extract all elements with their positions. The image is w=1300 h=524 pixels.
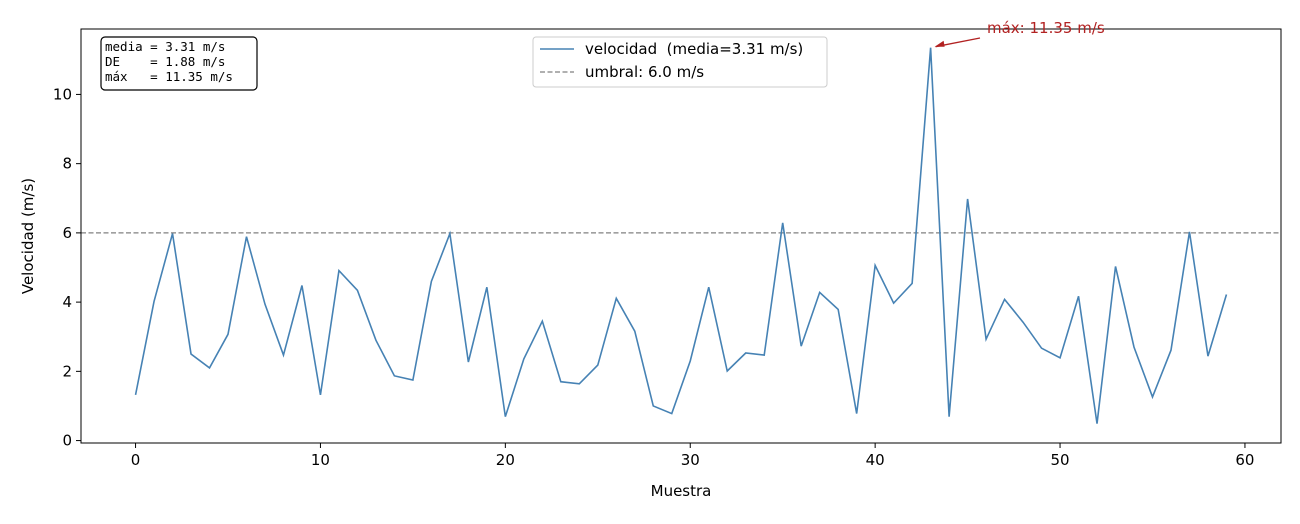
y-tick-label: 2 xyxy=(62,362,72,380)
x-axis-label: Muestra xyxy=(651,482,712,500)
stats-line: DE = 1.88 m/s xyxy=(105,54,225,69)
x-tick-label: 50 xyxy=(1050,451,1069,469)
plot-frame xyxy=(80,28,1282,444)
y-tick-label: 4 xyxy=(62,293,72,311)
legend-label: umbral: 6.0 m/s xyxy=(585,63,704,81)
x-tick-label: 30 xyxy=(681,451,700,469)
x-tick-label: 0 xyxy=(131,451,141,469)
y-tick-label: 6 xyxy=(62,224,72,242)
x-tick-label: 40 xyxy=(866,451,885,469)
annotation-text: máx: 11.35 m/s xyxy=(987,19,1105,37)
data-line xyxy=(134,47,1228,424)
x-tick-label: 10 xyxy=(311,451,330,469)
stats-line: media = 3.31 m/s xyxy=(105,39,225,54)
legend-box xyxy=(532,36,828,88)
x-tick-label: 60 xyxy=(1235,451,1254,469)
y-tick-label: 10 xyxy=(53,85,72,103)
y-axis-label: Velocidad (m/s) xyxy=(19,178,37,294)
stats-box xyxy=(100,36,258,91)
y-tick-label: 8 xyxy=(62,155,72,173)
legend-label: velocidad (media=3.31 m/s) xyxy=(585,40,803,58)
stats-line: máx = 11.35 m/s xyxy=(105,69,233,84)
x-tick-label: 20 xyxy=(496,451,515,469)
annotation-arrowhead xyxy=(934,40,945,47)
y-tick-label: 0 xyxy=(62,432,72,450)
